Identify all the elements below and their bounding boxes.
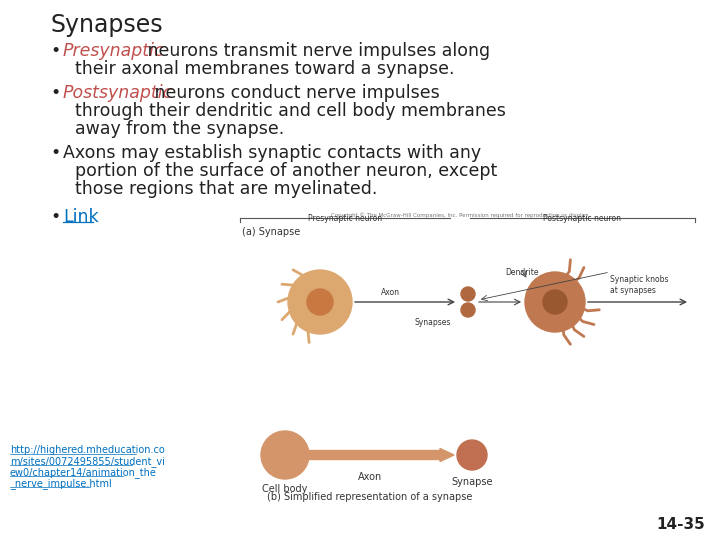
Circle shape [261,431,309,479]
FancyArrow shape [309,449,454,462]
Text: 14-35: 14-35 [656,517,705,532]
Text: through their dendritic and cell body membranes: through their dendritic and cell body me… [75,102,506,120]
Text: (b) Simplified representation of a synapse: (b) Simplified representation of a synap… [267,492,473,502]
Text: Presynaptic: Presynaptic [63,42,164,60]
Text: Cell body: Cell body [262,484,307,494]
Circle shape [457,440,487,470]
Text: http://highered.mheducation.co: http://highered.mheducation.co [10,445,165,455]
Text: Link: Link [63,208,99,226]
Circle shape [525,272,585,332]
Circle shape [307,289,333,315]
Circle shape [461,303,475,317]
Text: Presynaptic neuron: Presynaptic neuron [308,214,382,223]
Text: Dendrite: Dendrite [505,268,539,277]
Text: •: • [50,42,60,60]
Text: Postsynaptic: Postsynaptic [63,84,173,102]
Text: Axon: Axon [358,472,382,482]
Text: •: • [50,144,60,162]
Text: neurons transmit nerve impulses along: neurons transmit nerve impulses along [142,42,490,60]
Text: (a) Synapse: (a) Synapse [242,227,300,237]
Text: Synaptic knobs
at synapses: Synaptic knobs at synapses [610,275,668,295]
Text: •: • [50,84,60,102]
Text: their axonal membranes toward a synapse.: their axonal membranes toward a synapse. [75,60,454,78]
Text: ew0/chapter14/animation_the: ew0/chapter14/animation_the [10,467,157,478]
Text: m/sites/0072495855/student_vi: m/sites/0072495855/student_vi [10,456,165,467]
Text: those regions that are myelinated.: those regions that are myelinated. [75,180,377,198]
Text: •: • [50,208,60,226]
Text: Copyright © The McGraw-Hill Companies, Inc. Permission required for reproduction: Copyright © The McGraw-Hill Companies, I… [330,212,589,218]
Text: Postsynaptic neuron: Postsynaptic neuron [543,214,621,223]
Text: away from the synapse.: away from the synapse. [75,120,284,138]
Text: Synapse: Synapse [451,477,492,487]
Circle shape [543,290,567,314]
Circle shape [288,270,352,334]
Text: Synapses: Synapses [50,13,163,37]
Text: Synapses: Synapses [415,318,451,327]
Text: Axons may establish synaptic contacts with any: Axons may establish synaptic contacts wi… [63,144,481,162]
Text: Axon: Axon [380,288,400,297]
Text: neurons conduct nerve impulses: neurons conduct nerve impulses [149,84,439,102]
Circle shape [461,287,475,301]
Text: portion of the surface of another neuron, except: portion of the surface of another neuron… [75,162,498,180]
Text: _nerve_impulse.html: _nerve_impulse.html [10,478,112,489]
